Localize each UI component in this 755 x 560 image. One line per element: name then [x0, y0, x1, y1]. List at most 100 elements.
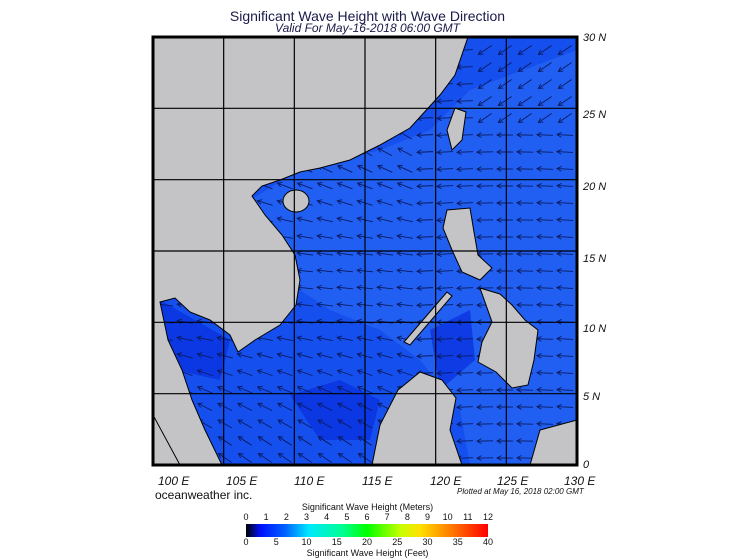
wave-arrow [396, 233, 413, 240]
wave-arrow [276, 335, 293, 342]
wave-arrow [456, 98, 474, 104]
wave-arrow [496, 251, 514, 257]
wave-arrow [516, 404, 534, 410]
wave-arrow [376, 335, 393, 342]
colorbar-tick-feet: 30 [422, 537, 433, 547]
wave-arrow [337, 419, 353, 429]
wave-arrow [277, 419, 293, 429]
wave-arrow [477, 96, 492, 107]
wave-arrow [516, 200, 534, 206]
wave-arrow [557, 79, 572, 90]
wave-arrow [456, 370, 474, 376]
wave-arrow [496, 438, 514, 444]
colorbar-tick-meters: 6 [364, 512, 370, 522]
wave-arrow [476, 234, 494, 240]
wave-arrow [476, 132, 494, 138]
wave-arrow [377, 147, 393, 157]
wave-arrow [337, 402, 353, 412]
wave-arrow [436, 115, 454, 121]
wave-arrow [396, 301, 413, 308]
wave-arrow [557, 45, 572, 56]
colorbar-tick-feet: 20 [361, 537, 372, 547]
wave-arrow [497, 45, 512, 56]
wave-arrow [416, 285, 434, 291]
colorbar-tick-feet: 15 [331, 537, 342, 547]
land-taiwan [446, 107, 467, 151]
wave-arrow [416, 302, 434, 308]
wave-arrow [536, 166, 554, 172]
wave-arrow [476, 166, 494, 172]
wave-arrow [536, 183, 554, 189]
wave-arrow [277, 436, 292, 446]
wave-arrow [557, 113, 572, 124]
wave-arrow [496, 234, 514, 240]
wave-arrow [416, 268, 434, 274]
lon-label: 125 E [497, 474, 529, 488]
wave-arrow [456, 183, 474, 189]
colorbar-tick-feet: 25 [392, 537, 403, 547]
wave-arrow [176, 335, 193, 342]
wave-arrow [216, 369, 233, 377]
wave-arrow [496, 217, 514, 223]
wave-arrow [216, 385, 233, 394]
colorbar-tick-meters: 9 [424, 512, 430, 522]
wave-arrow [316, 284, 334, 291]
wave-arrow [237, 419, 253, 429]
lat-lon-grid [153, 37, 577, 465]
wave-arrow [456, 387, 474, 393]
lat-label: 0 [583, 459, 590, 471]
wave-arrow [416, 132, 434, 138]
wave-arrow [516, 132, 534, 138]
wave-arrow [276, 182, 293, 190]
wave-arrow [517, 79, 532, 90]
lon-label: 105 E [226, 474, 258, 488]
colorbar-tick-meters: 1 [263, 512, 269, 522]
wave-arrow [496, 387, 514, 393]
land-visayas-mindanao [477, 287, 539, 389]
colorbar-tick-meters: 11 [463, 512, 473, 522]
wave-arrow [517, 45, 532, 56]
wave-arrow [256, 385, 273, 394]
wave-arrow [196, 369, 213, 377]
wave-arrow [516, 217, 534, 223]
wave-arrow [296, 301, 313, 308]
wave-arrow [217, 402, 233, 412]
wave-arrow [297, 452, 312, 463]
map-title: Significant Wave Height with Wave Direct… [229, 8, 506, 24]
wave-arrow [436, 200, 454, 206]
wave-arrow [536, 217, 554, 223]
wave-arrow [556, 353, 574, 359]
wave-arrow [236, 369, 253, 377]
colorbar-tick-meters: 4 [324, 512, 330, 522]
wave-arrow [496, 421, 514, 427]
wave-arrow [396, 352, 413, 359]
wave-arrow [536, 132, 554, 138]
wave-arrow [556, 370, 574, 376]
wave-arrow [477, 62, 492, 73]
colorbar-tick-meters: 10 [442, 512, 453, 522]
wave-arrow [456, 336, 474, 342]
colorbar-tick-feet: 40 [482, 537, 493, 547]
wave-arrow [237, 402, 253, 412]
wave-arrow [336, 250, 353, 257]
wave-arrow [556, 149, 574, 155]
colorbar-tick-meters: 7 [384, 512, 390, 522]
wave-arrow [556, 268, 574, 274]
wave-arrow [497, 79, 512, 90]
plotted-time: Plotted at May 16, 2018 02:00 GMT [457, 487, 584, 496]
lat-label: 20 N [583, 181, 607, 193]
wave-arrow [516, 251, 534, 257]
wave-arrow [237, 436, 252, 446]
wave-arrow [276, 216, 293, 223]
wave-arrow [556, 234, 574, 240]
wave-arrow [216, 335, 233, 342]
wave-arrow [536, 251, 554, 257]
wave-arrow [316, 216, 333, 223]
wave-arrow [337, 452, 352, 463]
wave-arrow [316, 233, 333, 240]
wave-arrow [317, 436, 332, 446]
wave-arrow [436, 251, 454, 257]
wave-arrow [316, 267, 334, 274]
wave-arrow [416, 149, 434, 155]
wave-arrow [396, 182, 413, 190]
